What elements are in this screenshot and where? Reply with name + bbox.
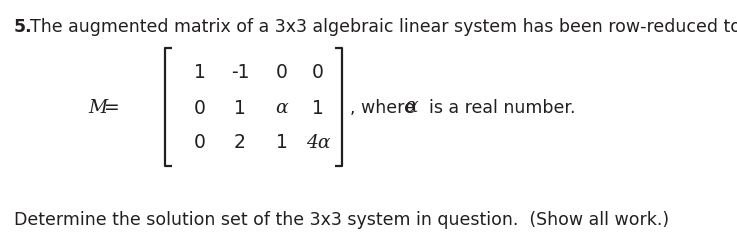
Text: 4α: 4α <box>306 134 330 152</box>
Text: 1: 1 <box>276 133 288 152</box>
Text: =: = <box>104 98 119 117</box>
Text: , where: , where <box>350 98 420 116</box>
Text: M: M <box>88 98 108 116</box>
Text: 1: 1 <box>234 98 246 117</box>
Text: 1: 1 <box>312 98 324 117</box>
Text: -1: -1 <box>231 63 249 82</box>
Text: α: α <box>276 98 288 116</box>
Text: 2: 2 <box>234 133 246 152</box>
Text: is a real number.: is a real number. <box>418 98 576 116</box>
Text: α: α <box>404 97 418 116</box>
Text: 0: 0 <box>276 63 288 82</box>
Text: 0: 0 <box>194 133 206 152</box>
Text: The augmented matrix of a 3x3 algebraic linear system has been row-reduced to: The augmented matrix of a 3x3 algebraic … <box>30 18 737 36</box>
Text: 0: 0 <box>312 63 324 82</box>
Text: 5.: 5. <box>14 18 32 36</box>
Text: 1: 1 <box>194 63 206 82</box>
Text: Determine the solution set of the 3x3 system in question.  (Show all work.): Determine the solution set of the 3x3 sy… <box>14 210 669 228</box>
Text: 0: 0 <box>194 98 206 117</box>
